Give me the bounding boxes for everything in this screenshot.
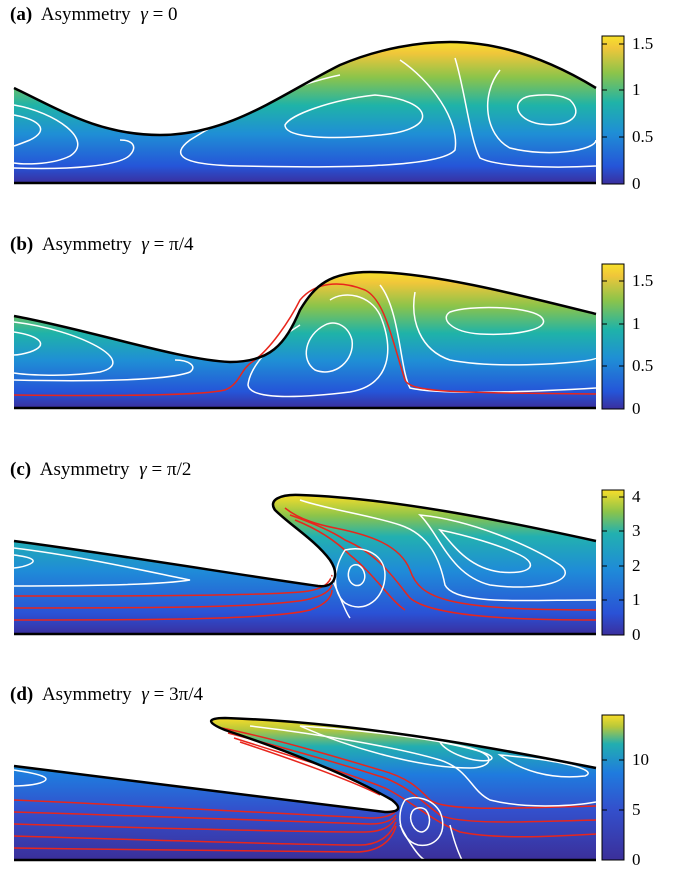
panel-c-tick-4: 0	[632, 625, 641, 644]
panel-d-label: (d)	[10, 684, 33, 705]
panel-c-tick-2: 2	[632, 556, 641, 575]
panel-c-field	[14, 494, 596, 634]
panel-c: (c) Asymmetry γ = π/2	[10, 459, 641, 644]
panel-d-field	[14, 718, 596, 860]
panel-b-text: Asymmetry	[42, 234, 132, 255]
panel-a-tick-1: 1	[632, 80, 641, 99]
panel-d-title: (d) Asymmetry γ = 3π/4	[10, 684, 203, 705]
panel-c-label: (c)	[10, 459, 31, 480]
panel-b-value: π/4	[169, 234, 194, 255]
panel-a-label: (a)	[10, 4, 32, 25]
panel-b-tick-0: 1.5	[632, 271, 653, 290]
panel-c-outline-top	[13, 493, 597, 588]
panel-b-streamlines	[13, 283, 597, 398]
panel-a-equals: =	[153, 4, 168, 25]
panel-c-colorbar: 4 3 2 1 0	[601, 487, 641, 644]
panel-b-tick-2: 0.5	[632, 356, 653, 375]
panel-d-colorbar: 10 5 0	[601, 714, 649, 869]
panel-d-gamma: γ	[141, 684, 149, 705]
panel-b-colorbar: 1.5 1 0.5 0	[601, 263, 653, 418]
panel-d-value: 3π/4	[169, 684, 203, 705]
panel-c-gamma: γ	[139, 459, 147, 480]
panel-c-tick-0: 4	[632, 487, 641, 506]
panel-b-field	[14, 272, 596, 408]
panel-d-streamlines	[13, 725, 597, 861]
panel-a-colorbar: 1.5 1 0.5 0	[601, 34, 653, 193]
panel-c-text: Asymmetry	[40, 459, 130, 480]
panel-a-value: 0	[168, 4, 178, 25]
panel-b: (b) Asymmetry γ = π/4	[10, 234, 653, 418]
panel-c-value: π/2	[167, 459, 191, 480]
panel-d-tick-2: 0	[632, 850, 641, 869]
panel-b-equals: =	[154, 234, 169, 255]
panel-b-title: (b) Asymmetry γ = π/4	[10, 234, 194, 255]
panel-c-title: (c) Asymmetry γ = π/2	[10, 459, 191, 480]
panel-c-tick-1: 3	[632, 521, 641, 540]
panel-d-tick-0: 10	[632, 750, 649, 769]
panel-d-text: Asymmetry	[42, 684, 132, 705]
panel-c-tick-3: 1	[632, 590, 641, 609]
panel-d-tick-1: 5	[632, 800, 641, 819]
panel-b-gamma: γ	[141, 234, 149, 255]
panel-a-title: (a) Asymmetry γ = 0	[10, 4, 178, 25]
panel-a-text: Asymmetry	[41, 4, 131, 25]
panel-b-label: (b)	[10, 234, 33, 255]
panel-a-streamlines	[13, 57, 597, 170]
panel-c-equals: =	[152, 459, 167, 480]
panel-d-equals: =	[154, 684, 169, 705]
panel-a-outline-top	[13, 40, 597, 137]
panel-d-outline-top	[13, 716, 597, 814]
panel-b-tick-1: 1	[632, 314, 641, 333]
panel-a: (a) Asymmetry γ = 0 1.5	[10, 4, 653, 193]
panel-b-outline-top	[13, 270, 597, 364]
panel-a-gamma: γ	[140, 4, 148, 25]
panel-d: (d) Asymmetry γ = 3π/4	[10, 684, 649, 869]
panel-a-tick-2: 0.5	[632, 127, 653, 146]
panel-a-tick-0: 1.5	[632, 34, 653, 53]
panel-b-tick-3: 0	[632, 399, 641, 418]
panel-a-tick-3: 0	[632, 174, 641, 193]
